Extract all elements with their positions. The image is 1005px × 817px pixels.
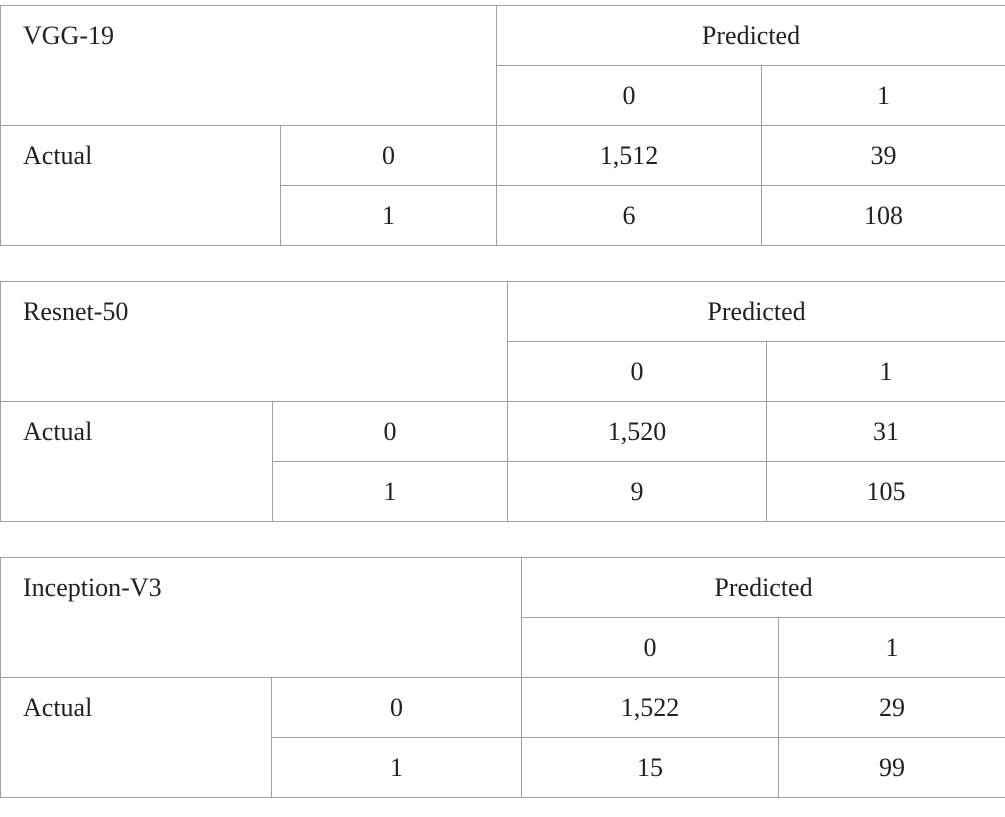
predicted-label: Predicted (507, 281, 1005, 342)
data-row: 1 6 108 (1, 185, 1005, 246)
actual-label: Actual (0, 677, 272, 798)
model-title: Inception-V3 (0, 557, 522, 678)
actual-class: 0 (280, 125, 497, 186)
model-title: Resnet-50 (0, 281, 509, 402)
count-cell: 99 (778, 737, 1005, 798)
actual-class: 0 (271, 401, 509, 462)
predicted-class: 1 (778, 617, 1005, 678)
confusion-matrix: VGG-19 Predicted 0 1 Actual 0 1,512 39 1 6 108 (0, 5, 1005, 246)
data-row: Actual 0 1,522 29 (0, 677, 1005, 798)
data-row: Actual 0 1,512 39 (0, 125, 1005, 246)
actual-label: Actual (0, 401, 273, 522)
predicted-label: Predicted (521, 557, 1005, 618)
confusion-matrix: Inception-V3 Predicted 0 1 Actual 0 1,522 29 1 15… (0, 557, 1005, 798)
actual-class: 1 (271, 461, 509, 522)
predicted-label: Predicted (496, 5, 1005, 66)
header-row: VGG-19 Predicted (0, 5, 1005, 126)
header-row: Resnet-50 Predicted (0, 281, 1005, 402)
count-cell: 1,522 (521, 677, 779, 738)
count-cell: 15 (521, 737, 779, 798)
actual-class: 1 (280, 185, 497, 246)
predicted-class: 1 (766, 341, 1005, 402)
predicted-class: 0 (507, 341, 768, 402)
data-row: 1 15 99 (1, 737, 1005, 798)
count-cell: 9 (507, 461, 768, 522)
header-row: Inception-V3 Predicted (0, 557, 1005, 678)
data-row: 1 9 105 (1, 461, 1005, 522)
data-row: Actual 0 1,520 31 (0, 401, 1005, 522)
count-cell: 29 (778, 677, 1005, 738)
count-cell: 1,520 (507, 401, 768, 462)
count-cell: 31 (766, 401, 1005, 462)
count-cell: 1,512 (496, 125, 762, 186)
confusion-matrix: Resnet-50 Predicted 0 1 Actual 0 1,520 31 1 9 105 (0, 281, 1005, 522)
count-cell: 39 (761, 125, 1005, 186)
count-cell: 105 (766, 461, 1005, 522)
predicted-class: 1 (761, 65, 1005, 126)
actual-class: 0 (271, 677, 522, 738)
actual-label: Actual (0, 125, 281, 246)
model-title: VGG-19 (0, 5, 497, 126)
predicted-class: 0 (496, 65, 762, 126)
actual-class: 1 (271, 737, 522, 798)
count-cell: 108 (761, 185, 1005, 246)
predicted-class: 0 (521, 617, 779, 678)
count-cell: 6 (496, 185, 762, 246)
